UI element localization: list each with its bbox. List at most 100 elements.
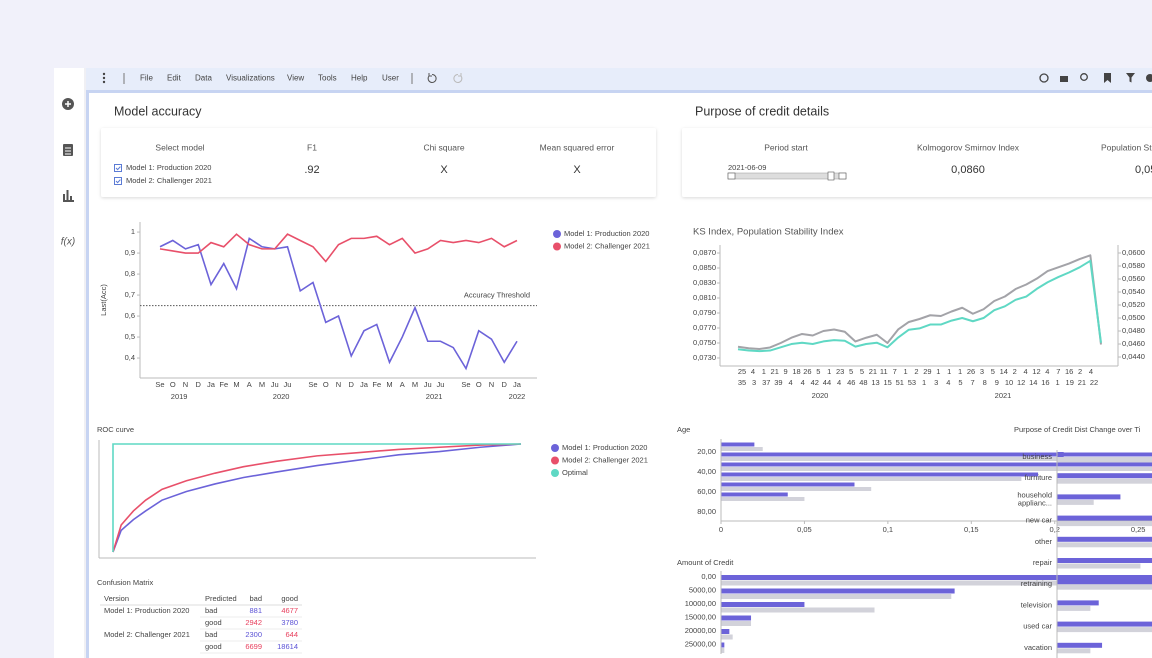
formula-icon[interactable]: f(x) bbox=[61, 237, 75, 248]
x-tick-label: Se bbox=[308, 380, 317, 389]
x-tick-label: 53 bbox=[908, 378, 916, 387]
x-tick-label: Fe bbox=[219, 380, 228, 389]
table-cell: good bbox=[205, 618, 222, 627]
table-cell: Model 1: Production 2020 bbox=[104, 606, 189, 615]
x-tick-label: 46 bbox=[847, 378, 855, 387]
x-tick-label: 2 bbox=[1078, 367, 1082, 376]
x-tick-label: 19 bbox=[1066, 378, 1074, 387]
menu-item[interactable]: Tools bbox=[318, 74, 337, 83]
x-tick-label: Ju bbox=[284, 380, 292, 389]
chart-title: Age bbox=[677, 425, 690, 434]
x-tick-label: 26 bbox=[803, 367, 811, 376]
add-icon[interactable] bbox=[62, 98, 74, 110]
bar bbox=[721, 629, 729, 634]
bar bbox=[721, 463, 1152, 467]
table-cell: Model 2: Challenger 2021 bbox=[104, 630, 190, 639]
chart-title: Purpose of Credit Dist Change over Ti bbox=[1014, 425, 1141, 434]
x-tick-label: Fe bbox=[372, 380, 381, 389]
x-tick-label: 4 bbox=[946, 378, 950, 387]
section-title: Purpose of credit details bbox=[695, 104, 829, 118]
menu-item[interactable]: Help bbox=[351, 74, 368, 83]
x-tick-label: 10 bbox=[1005, 378, 1013, 387]
bar bbox=[721, 453, 1152, 457]
y-tick-label: 0,7 bbox=[125, 290, 135, 299]
menu-item[interactable]: Visualizations bbox=[226, 74, 275, 83]
y-tick-label: 40,00 bbox=[697, 467, 716, 476]
x-tick-label: 12 bbox=[1017, 378, 1025, 387]
x-tick-label: N bbox=[336, 380, 341, 389]
table-cell: good bbox=[205, 642, 222, 651]
checkbox[interactable] bbox=[115, 165, 122, 172]
x-tick-label: Ju bbox=[271, 380, 279, 389]
menu-item[interactable]: File bbox=[140, 74, 153, 83]
menu-handle[interactable] bbox=[103, 73, 105, 83]
x-tick-label: 15 bbox=[883, 378, 891, 387]
y2-tick-label: 0,0600 bbox=[1122, 248, 1145, 257]
menu-border bbox=[86, 90, 1152, 93]
x-tick-label: 9 bbox=[995, 378, 999, 387]
legend-label: Model 1: Production 2020 bbox=[562, 443, 647, 452]
y-tick-label: 0,0750 bbox=[693, 338, 716, 347]
bar bbox=[721, 589, 955, 594]
x-tick-label: 1 bbox=[936, 367, 940, 376]
bar bbox=[1057, 473, 1152, 478]
x-tick-label: D bbox=[196, 380, 202, 389]
table-cell: 2300 bbox=[245, 630, 262, 639]
kpi-header: Select model bbox=[155, 142, 204, 152]
bar bbox=[1057, 542, 1152, 547]
bar bbox=[1057, 627, 1152, 632]
x-tick-label: 13 bbox=[871, 378, 879, 387]
checkbox[interactable] bbox=[115, 178, 122, 185]
y-tick-label: 0,0830 bbox=[693, 278, 716, 287]
x-tick-label: 8 bbox=[983, 378, 987, 387]
model-option[interactable]: Model 2: Challenger 2021 bbox=[126, 176, 212, 185]
y-tick-label: 0,4 bbox=[125, 353, 135, 362]
y-tick-label: 0,6 bbox=[125, 311, 135, 320]
kpi-header: Chi square bbox=[423, 142, 464, 152]
bar bbox=[721, 483, 855, 487]
y-tick-label: 0,9 bbox=[125, 248, 135, 257]
y-tick-label: 0,0850 bbox=[693, 263, 716, 272]
bar bbox=[721, 443, 754, 447]
year-label: 2021 bbox=[995, 391, 1012, 400]
x-tick-label: 39 bbox=[774, 378, 782, 387]
table-cell: 2942 bbox=[245, 618, 262, 627]
list-icon[interactable] bbox=[63, 144, 73, 156]
x-tick-label: 26 bbox=[967, 367, 975, 376]
date-slider[interactable] bbox=[728, 172, 846, 180]
x-tick-label: 1 bbox=[947, 367, 951, 376]
menu-item[interactable]: View bbox=[287, 74, 304, 83]
y-tick-label: 0,8 bbox=[125, 269, 135, 278]
table-cell: 644 bbox=[285, 630, 298, 639]
table-cell: 881 bbox=[249, 606, 262, 615]
x-tick-label: A bbox=[247, 380, 252, 389]
bar bbox=[721, 594, 951, 599]
x-tick-label: M bbox=[386, 380, 392, 389]
table-title: Confusion Matrix bbox=[97, 578, 154, 587]
lock-icon[interactable] bbox=[1060, 76, 1068, 82]
bar bbox=[721, 497, 804, 501]
menu-item[interactable]: Data bbox=[195, 74, 212, 83]
y-tick-label: furniture bbox=[1024, 473, 1052, 482]
x-tick-label: 4 bbox=[788, 378, 792, 387]
bar bbox=[1057, 458, 1152, 463]
bar bbox=[721, 621, 751, 626]
x-tick-label: 51 bbox=[896, 378, 904, 387]
menu-item[interactable]: User bbox=[382, 74, 399, 83]
kpi-header: F1 bbox=[307, 142, 317, 152]
bar bbox=[1057, 606, 1090, 611]
menu-item[interactable]: Edit bbox=[167, 74, 182, 83]
x-tick-label: Se bbox=[461, 380, 470, 389]
bar bbox=[721, 602, 804, 607]
model-option[interactable]: Model 1: Production 2020 bbox=[126, 163, 211, 172]
y-tick-label: vacation bbox=[1024, 643, 1052, 652]
y2-tick-label: 0,0580 bbox=[1122, 261, 1145, 270]
x-tick-label: 4 bbox=[801, 378, 805, 387]
chart-title: KS Index, Population Stability Index bbox=[693, 227, 844, 238]
y2-tick-label: 0,0540 bbox=[1122, 287, 1145, 296]
x-tick-label: Se bbox=[155, 380, 164, 389]
legend-swatch bbox=[551, 444, 559, 452]
y-tick-label: 5000,00 bbox=[689, 585, 716, 594]
